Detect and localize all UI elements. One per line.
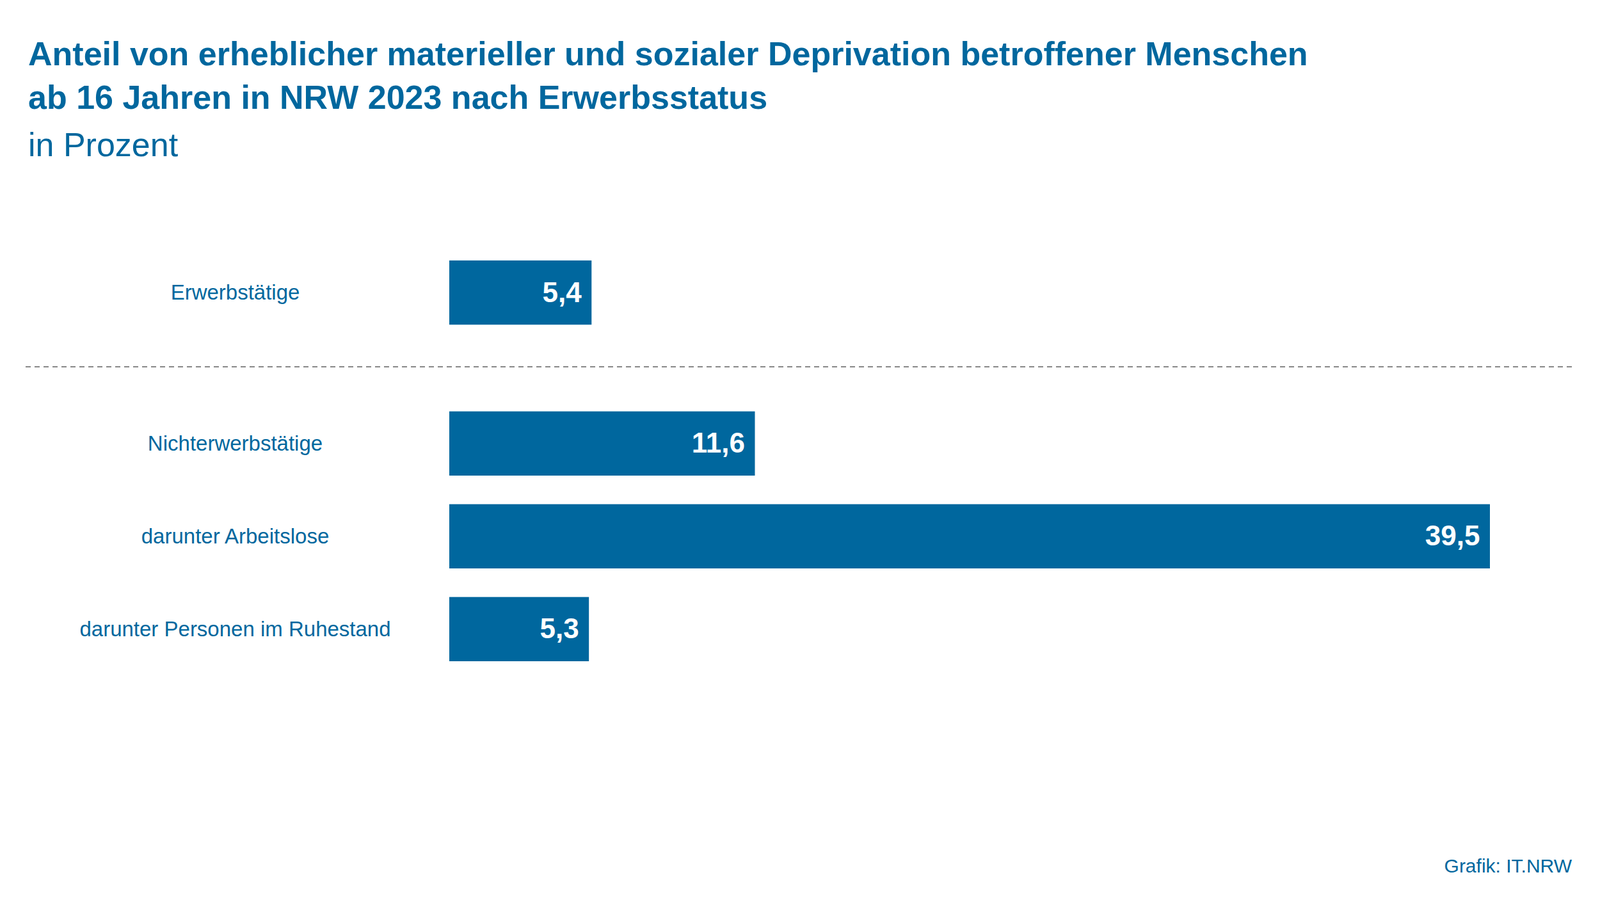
html-text:Grafik: IT.NRW: Grafik: IT.NRW <box>1444 855 1572 877</box>
svg-text:darunter Personen im Ruhestand: darunter Personen im Ruhestand <box>79 616 391 641</box>
svg-text:39,5: 39,5 <box>1425 519 1481 552</box>
svg-text:5,3: 5,3 <box>540 612 580 644</box>
svg-text:darunter Arbeitslose: darunter Arbeitslose <box>141 524 330 548</box>
html-text:in Prozent: in Prozent <box>28 126 178 164</box>
svg-text:Nichterwerbstätige: Nichterwerbstätige <box>147 431 323 456</box>
svg-text:5,4: 5,4 <box>542 276 583 308</box>
svg-text:Erwerbstätige: Erwerbstätige <box>170 280 301 304</box>
html-text:Anteil von erheblicher materie: Anteil von erheblicher materieller und s… <box>28 35 1308 116</box>
svg-text:11,6: 11,6 <box>691 426 745 459</box>
